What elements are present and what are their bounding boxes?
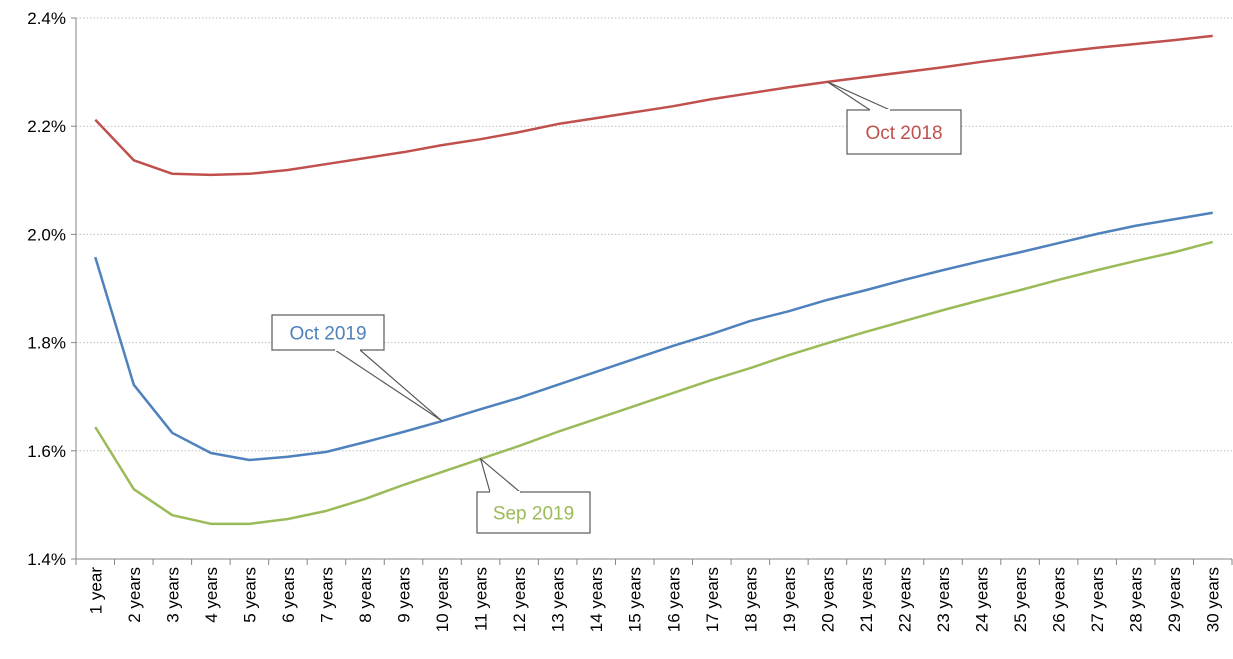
x-tick-label: 18 years — [741, 567, 760, 632]
x-tick-label: 23 years — [934, 567, 953, 632]
x-tick-label: 17 years — [703, 567, 722, 632]
x-tick-label: 4 years — [202, 567, 221, 623]
callout-label: Sep 2019 — [493, 504, 574, 525]
callout-label: Oct 2018 — [865, 123, 942, 144]
x-tick-label: 24 years — [973, 567, 992, 632]
x-tick-label: 22 years — [895, 567, 914, 632]
x-tick-label: 12 years — [510, 567, 529, 632]
x-tick-label: 28 years — [1127, 567, 1146, 632]
y-tick-label: 1.4% — [27, 550, 66, 569]
callout-box — [846, 109, 962, 155]
y-tick-label: 2.2% — [27, 117, 66, 136]
x-tick-label: 25 years — [1011, 567, 1030, 632]
y-tick-label: 2.4% — [27, 9, 66, 28]
callout-box — [271, 314, 385, 351]
x-tick-label: 7 years — [317, 567, 336, 623]
x-tick-label: 21 years — [857, 567, 876, 632]
y-tick-label: 1.6% — [27, 442, 66, 461]
x-tick-label: 5 years — [240, 567, 259, 623]
x-tick-label: 26 years — [1050, 567, 1069, 632]
x-tick-label: 30 years — [1204, 567, 1223, 632]
callout-box — [476, 491, 591, 534]
x-tick-label: 2 years — [125, 567, 144, 623]
x-tick-label: 16 years — [664, 567, 683, 632]
callout-label: Oct 2019 — [289, 324, 366, 345]
x-tick-label: 9 years — [395, 567, 414, 623]
x-tick-label: 8 years — [356, 567, 375, 623]
x-tick-label: 29 years — [1165, 567, 1184, 632]
x-tick-label: 20 years — [818, 567, 837, 632]
x-tick-label: 14 years — [587, 567, 606, 632]
x-tick-label: 13 years — [549, 567, 568, 632]
x-tick-label: 11 years — [472, 567, 491, 631]
x-tick-label: 27 years — [1088, 567, 1107, 632]
series-line — [94, 211, 1213, 462]
x-tick-label: 10 years — [433, 567, 452, 632]
x-tick-label: 6 years — [279, 567, 298, 623]
x-tick-label: 15 years — [626, 567, 645, 632]
series-line — [94, 34, 1213, 177]
y-tick-label: 1.8% — [27, 334, 66, 353]
x-tick-label: 3 years — [163, 567, 182, 623]
x-tick-label: 19 years — [780, 567, 799, 632]
series-line — [94, 240, 1214, 526]
x-tick-label: 1 year — [86, 567, 105, 615]
y-tick-label: 2.0% — [27, 225, 66, 244]
